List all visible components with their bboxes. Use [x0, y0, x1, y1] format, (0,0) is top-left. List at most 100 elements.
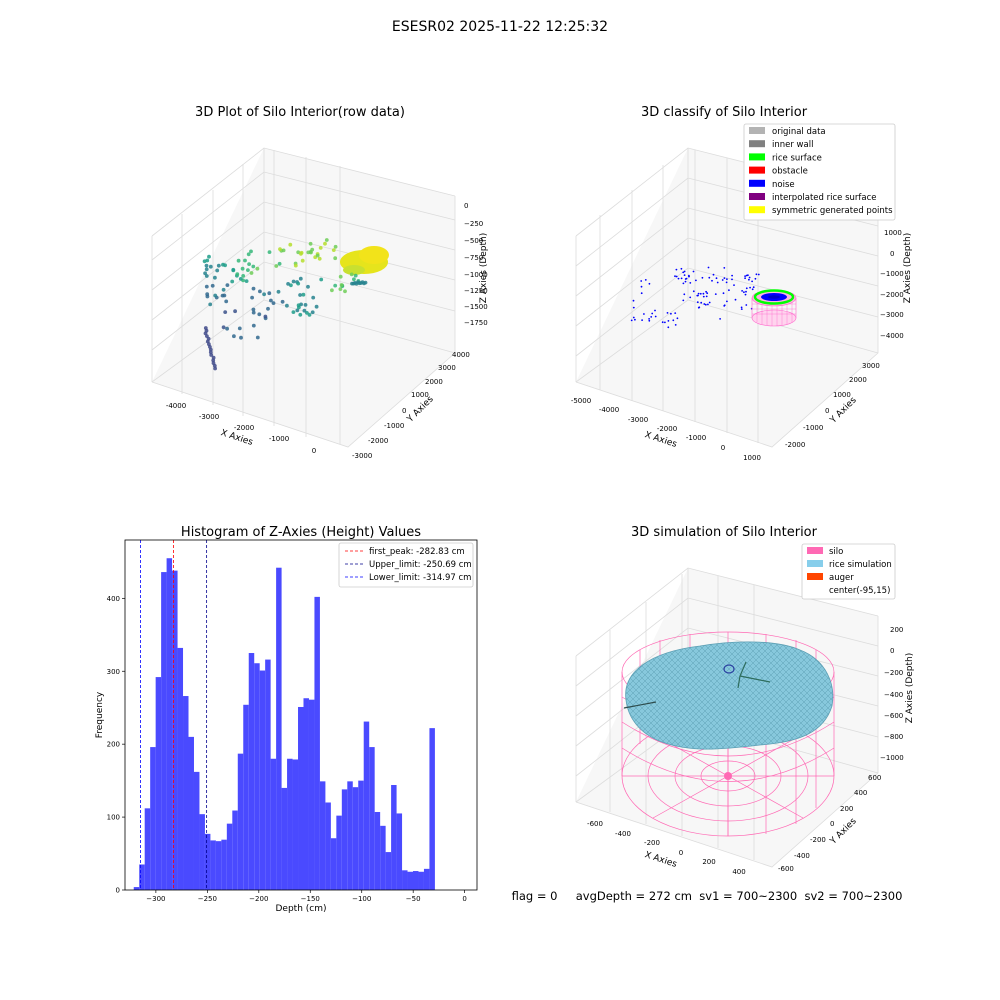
raw-scatter-point	[223, 263, 228, 268]
classify-panel: 3D classify of Silo Interior -5000 -4000…	[571, 105, 913, 462]
raw-scatter-point	[241, 274, 246, 278]
classify-noise-point	[683, 270, 686, 273]
simulation-y-tick: -200	[810, 836, 826, 844]
classify-noise-point	[740, 306, 743, 309]
raw-scatter-point	[271, 301, 276, 305]
simulation-y-tick: -400	[794, 852, 810, 860]
raw-scatter-point	[319, 277, 324, 282]
histogram-bar	[358, 780, 364, 891]
classify-noise-point	[726, 300, 728, 303]
histogram-bar	[341, 789, 348, 891]
raw-scatter-point	[293, 263, 298, 268]
histogram-bar	[298, 706, 304, 890]
raw-scatter-point	[295, 308, 300, 313]
raw-z-tick: −500	[464, 237, 483, 245]
raw-scatter-point	[343, 289, 347, 294]
classify-legend-swatch	[749, 153, 765, 161]
raw-scatter-point	[213, 366, 218, 371]
simulation-y-tick: 200	[840, 805, 853, 813]
raw-y-tick: -2000	[368, 437, 388, 445]
classify-axes-box	[575, 147, 879, 448]
classify-noise-point	[723, 267, 726, 269]
classify-z-tick: −4000	[880, 332, 904, 340]
classify-y-tick: 3000	[862, 362, 880, 370]
classify-noise-point	[699, 292, 702, 295]
raw-scatter-point	[298, 293, 302, 297]
classify-noise-point	[707, 266, 710, 269]
histogram-x-tick-label: −250	[198, 895, 217, 903]
histogram-bar	[183, 696, 189, 890]
classify-y-tick: 1000	[833, 391, 851, 399]
histogram-bar	[155, 677, 162, 890]
classify-noise-point	[682, 271, 685, 274]
raw-x-tick: -4000	[166, 402, 186, 410]
histogram-bar	[254, 663, 260, 890]
histogram-bar	[330, 838, 337, 890]
raw-z-tick: −750	[464, 254, 483, 262]
histogram-title: Histogram of Z-Axies (Height) Values	[181, 525, 421, 540]
raw-scatter-point	[274, 264, 279, 268]
classify-z-tick: −2000	[880, 291, 904, 299]
raw-scatter-point	[239, 335, 243, 340]
classify-legend-label: inner wall	[772, 140, 813, 150]
raw-yellow-cluster	[340, 246, 389, 275]
histogram-bar	[336, 815, 342, 891]
classify-noise-point	[748, 278, 750, 281]
classify-noise-point	[725, 281, 728, 284]
raw-scatter-point	[251, 286, 256, 291]
classify-noise-point	[714, 293, 717, 295]
classify-noise-point	[674, 275, 676, 278]
classify-y-tick: 2000	[849, 376, 867, 384]
simulation-legend-label: silo	[829, 547, 843, 557]
raw-scatter-point	[249, 249, 253, 254]
simulation-legend-label: auger	[829, 573, 854, 583]
classify-legend-frame	[743, 123, 896, 221]
classify-noise-point	[675, 275, 678, 278]
simulation-y-tick: 0	[830, 820, 834, 828]
raw-scatter-point	[333, 256, 338, 261]
classify-legend-swatch	[749, 127, 765, 134]
histogram-bar	[144, 808, 151, 890]
raw-scatter-point	[267, 291, 272, 296]
simulation-x-tick: 200	[702, 858, 715, 866]
histogram-bar	[177, 647, 184, 890]
classify-noise-point	[712, 273, 715, 276]
raw-y-tick: 3000	[438, 364, 456, 372]
histogram-bar	[396, 813, 403, 890]
raw-scatter-point	[205, 334, 209, 338]
simulation-panel-title: 3D simulation of Silo Interior	[631, 525, 818, 540]
classify-x-tick: -3000	[628, 416, 648, 424]
raw-scatter-point	[238, 277, 243, 281]
simulation-legend-items: silo rice simulation auger center(-95,15)	[807, 547, 892, 596]
simulation-x-tick: -200	[644, 839, 660, 847]
raw-scatter-point	[308, 241, 313, 246]
classify-noise-point	[741, 290, 743, 292]
histogram-bar	[166, 558, 173, 890]
classify-legend-label: noise	[772, 180, 795, 190]
histogram-bar	[325, 802, 331, 890]
histogram-bar	[150, 747, 156, 890]
classify-z-axis-label: Z Axies (Depth)	[903, 233, 913, 304]
raw-x-tick: 0	[312, 447, 316, 455]
classify-noise-point	[643, 313, 645, 315]
raw-scatter-point	[318, 246, 323, 250]
classify-noise-point	[688, 274, 690, 277]
histogram-bar	[391, 785, 397, 890]
simulation-x-tick-labels: -600 -400 -200 0 200 400	[587, 820, 746, 876]
raw-x-tick-labels: -4000 -3000 -2000 -1000 0	[166, 402, 316, 455]
raw-scatter-point	[255, 335, 260, 340]
histogram-bar	[347, 781, 353, 890]
classify-noise-point	[674, 324, 677, 326]
classify-legend-swatch	[749, 193, 765, 200]
classify-noise-point	[667, 326, 670, 329]
histogram-legend-items: first_peak: -282.83 cm Upper_limit: -250.…	[345, 547, 472, 583]
raw-scatter-point	[225, 326, 230, 331]
histogram-bar	[413, 871, 419, 890]
classify-noise-point	[708, 276, 711, 279]
classify-noise-point	[723, 277, 726, 279]
histogram-x-ticks: −300 −250 −200 −150 −100 −50 0	[146, 890, 467, 903]
histogram-bar	[287, 758, 293, 890]
histogram-bar	[199, 814, 205, 890]
rice-surface-dip	[723, 664, 735, 674]
classify-noise-point	[640, 292, 643, 295]
